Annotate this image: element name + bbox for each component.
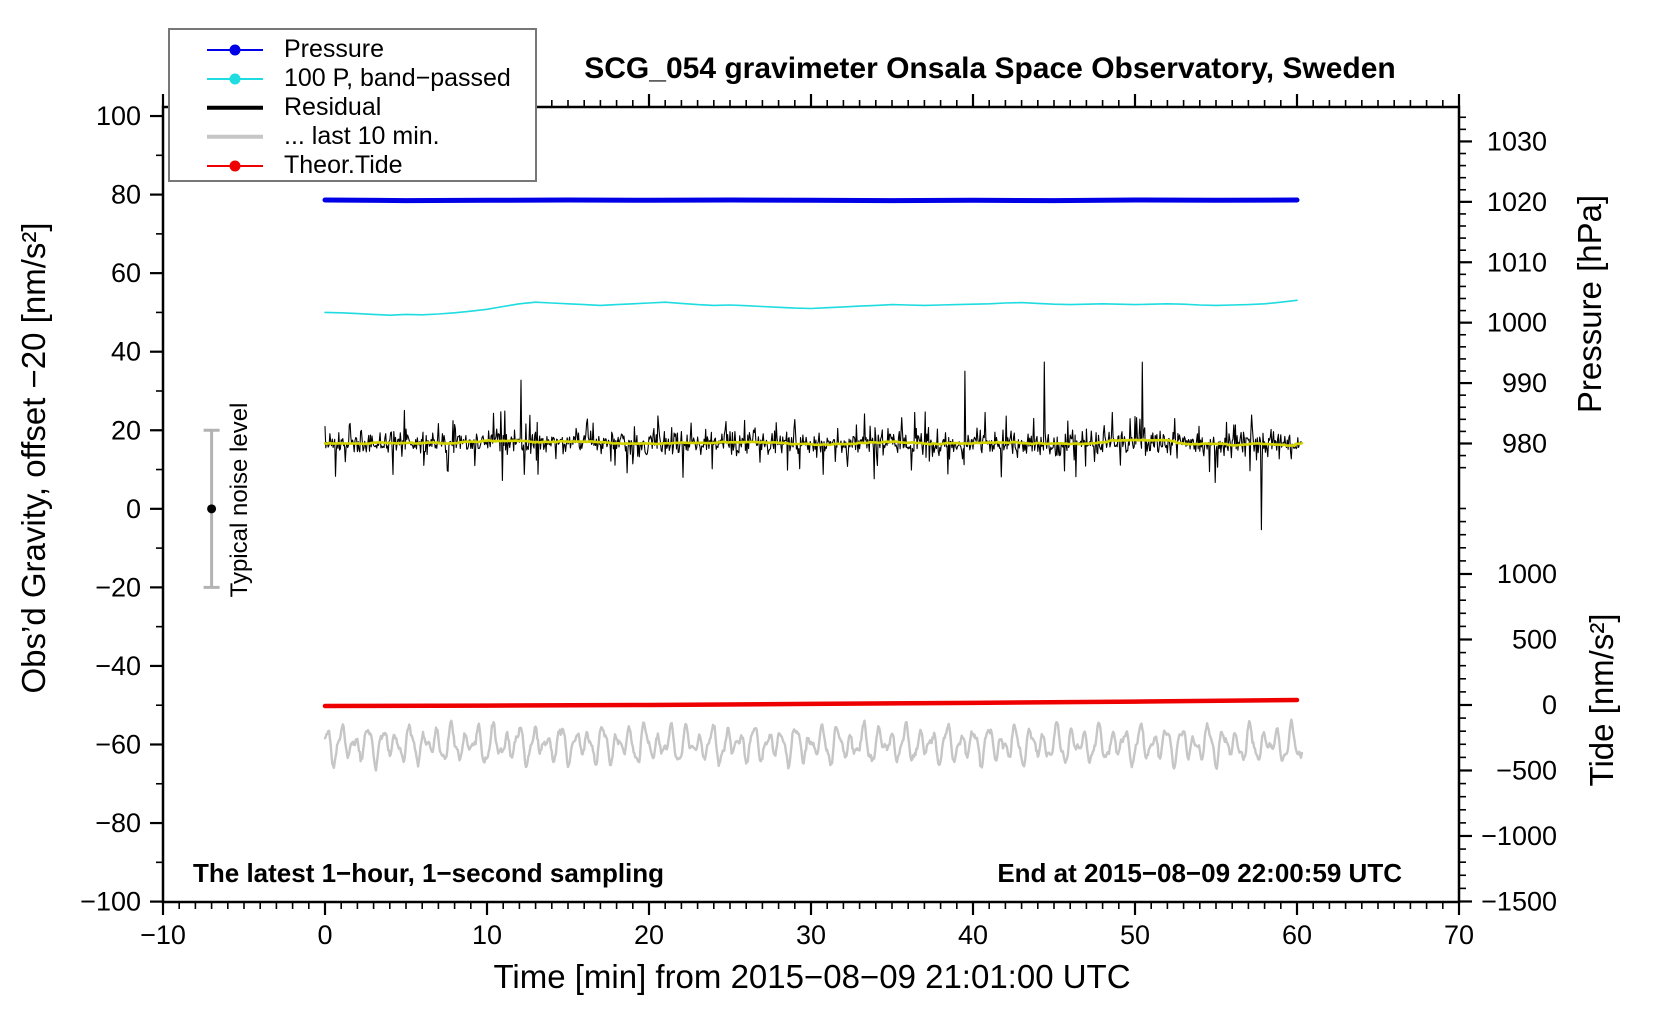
- x-tick-label: 40: [958, 920, 988, 950]
- chart-title: SCG_054 gravimeter Onsala Space Observat…: [584, 52, 1396, 85]
- y-left-tick-label: −100: [80, 887, 141, 917]
- tide-tick-label: 500: [1512, 624, 1557, 654]
- noise-dot: [207, 504, 217, 514]
- x-tick-label: 60: [1282, 920, 1312, 950]
- legend-sample-line: [207, 151, 263, 180]
- x-tick-label: 10: [472, 920, 502, 950]
- legend-label: Pressure: [284, 35, 385, 63]
- y-left-tick-label: −40: [95, 651, 141, 681]
- legend-row: 100 P, band−passed: [170, 64, 535, 93]
- series-pressure: [322, 197, 1300, 204]
- tide-tick-label: −1500: [1481, 886, 1557, 916]
- legend-line: [207, 105, 263, 110]
- legend-row: Pressure: [170, 35, 535, 64]
- legend-row: ... last 10 min.: [170, 122, 535, 151]
- series-theor_tide: [322, 697, 1300, 709]
- y-left-tick-label: 80: [111, 180, 141, 210]
- legend-box: Pressure 100 P, band−passed Residual... la…: [168, 28, 537, 182]
- legend-label: Theor.Tide: [284, 151, 403, 179]
- y-axis-title-gravity: Obs’d Gravity, offset −20 [nm/s²]: [15, 222, 52, 694]
- end-time-note: End at 2015−08−09 22:00:59 UTC: [997, 858, 1402, 888]
- y-axis-title-pressure: Pressure [hPa]: [1571, 194, 1608, 414]
- tide-tick-label: −500: [1496, 755, 1557, 785]
- y-left-tick-label: 20: [111, 415, 141, 445]
- x-tick-label: 70: [1444, 920, 1474, 950]
- series-last10: [323, 718, 1304, 772]
- noise-level-label: Typical noise level: [226, 402, 253, 598]
- y-left-tick-label: 0: [126, 494, 141, 524]
- y-left-tick-label: −20: [95, 572, 141, 602]
- pressure-tick-label: 990: [1502, 368, 1547, 398]
- y-left-tick-label: −60: [95, 729, 141, 759]
- x-tick-label: 20: [634, 920, 664, 950]
- x-tick-label: 50: [1120, 920, 1150, 950]
- legend-sample-line: [207, 64, 263, 93]
- x-tick-label: −10: [140, 920, 186, 950]
- pressure-tick-label: 1020: [1487, 187, 1547, 217]
- legend-label: 100 P, band−passed: [284, 64, 511, 92]
- legend-label: ... last 10 min.: [284, 122, 440, 150]
- legend-sample-line: [207, 35, 263, 64]
- legend-dot: [229, 160, 241, 171]
- pressure-tick-label: 1000: [1487, 308, 1547, 338]
- legend-dot: [229, 73, 241, 84]
- legend-dot: [229, 44, 241, 55]
- sampling-note: The latest 1−hour, 1−second sampling: [193, 858, 665, 888]
- legend-sample-line: [207, 122, 263, 151]
- pressure-tick-label: 1010: [1487, 247, 1547, 277]
- plot-frame: [161, 105, 1461, 904]
- legend-row: Theor.Tide: [170, 151, 535, 180]
- x-tick-label: 30: [796, 920, 826, 950]
- legend-label: Residual: [284, 93, 382, 121]
- legend-sample-line: [207, 93, 263, 122]
- legend-row: Residual: [170, 93, 535, 122]
- series-band_passed: [324, 299, 1298, 316]
- pressure-tick-label: 980: [1502, 428, 1547, 458]
- x-tick-label: 0: [317, 920, 332, 950]
- series-residual_smooth: [323, 438, 1304, 447]
- tide-tick-label: 1000: [1497, 559, 1557, 589]
- legend-line: [207, 134, 263, 139]
- y-left-tick-label: 60: [111, 258, 141, 288]
- tide-tick-label: −1000: [1481, 821, 1557, 851]
- y-left-tick-label: −80: [95, 808, 141, 838]
- x-axis-title: Time [min] from 2015−08−09 21:01:00 UTC: [493, 958, 1131, 995]
- y-axis-title-tide: Tide [nm/s²]: [1583, 613, 1620, 787]
- tide-tick-label: 0: [1542, 690, 1557, 720]
- pressure-tick-label: 1030: [1487, 126, 1547, 156]
- y-left-tick-label: 40: [111, 337, 141, 367]
- y-left-tick-label: 100: [96, 101, 141, 131]
